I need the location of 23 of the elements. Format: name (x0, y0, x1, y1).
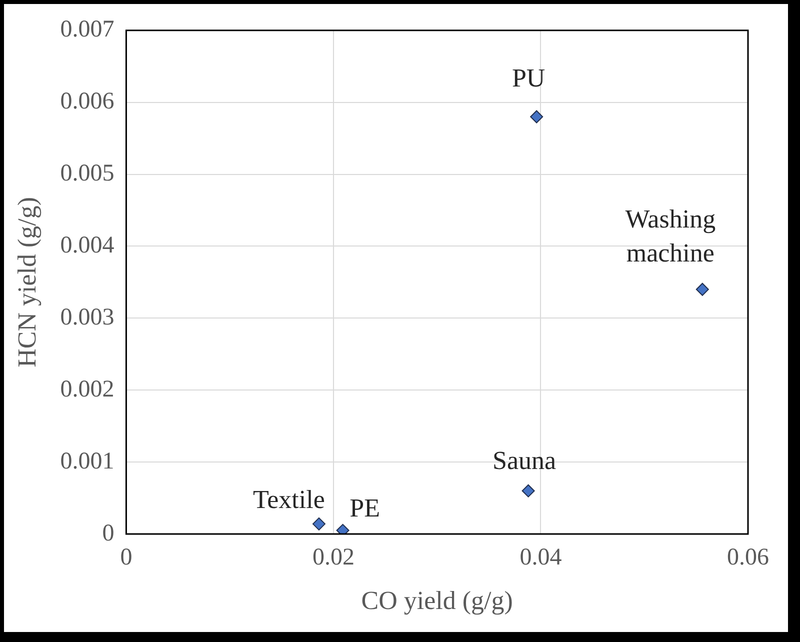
point (522, 484, 535, 498)
y-tick-label: 0.002 (60, 376, 114, 402)
y-tick-label: 0.001 (60, 448, 114, 474)
y-tick-label: 0 (102, 520, 114, 546)
annotation: PE (350, 493, 380, 522)
point (696, 282, 709, 296)
x-tick-label: 0.02 (312, 544, 354, 571)
y-tick-label: 0.004 (60, 232, 114, 259)
x-tick-label: 0.04 (520, 544, 562, 571)
point (530, 110, 544, 124)
y-tick-label: 0.007 (60, 16, 114, 43)
y-tick-label: 0.003 (60, 304, 114, 330)
y-tick-label: 0.006 (60, 88, 114, 115)
point (312, 517, 326, 530)
annotation: PU (512, 64, 546, 93)
x-tick-label: 0.06 (727, 544, 769, 571)
annotation: Washing machine (625, 204, 716, 268)
x-tick-label: 0 (120, 544, 132, 571)
y-tick-label: 0.005 (60, 160, 114, 187)
annotation: Sauna (492, 446, 557, 475)
y-axis-title: HCN yield (g/g) (12, 196, 42, 368)
annotation: Textile (253, 484, 325, 514)
x-axis-title: CO yield (g/g) (361, 586, 513, 616)
